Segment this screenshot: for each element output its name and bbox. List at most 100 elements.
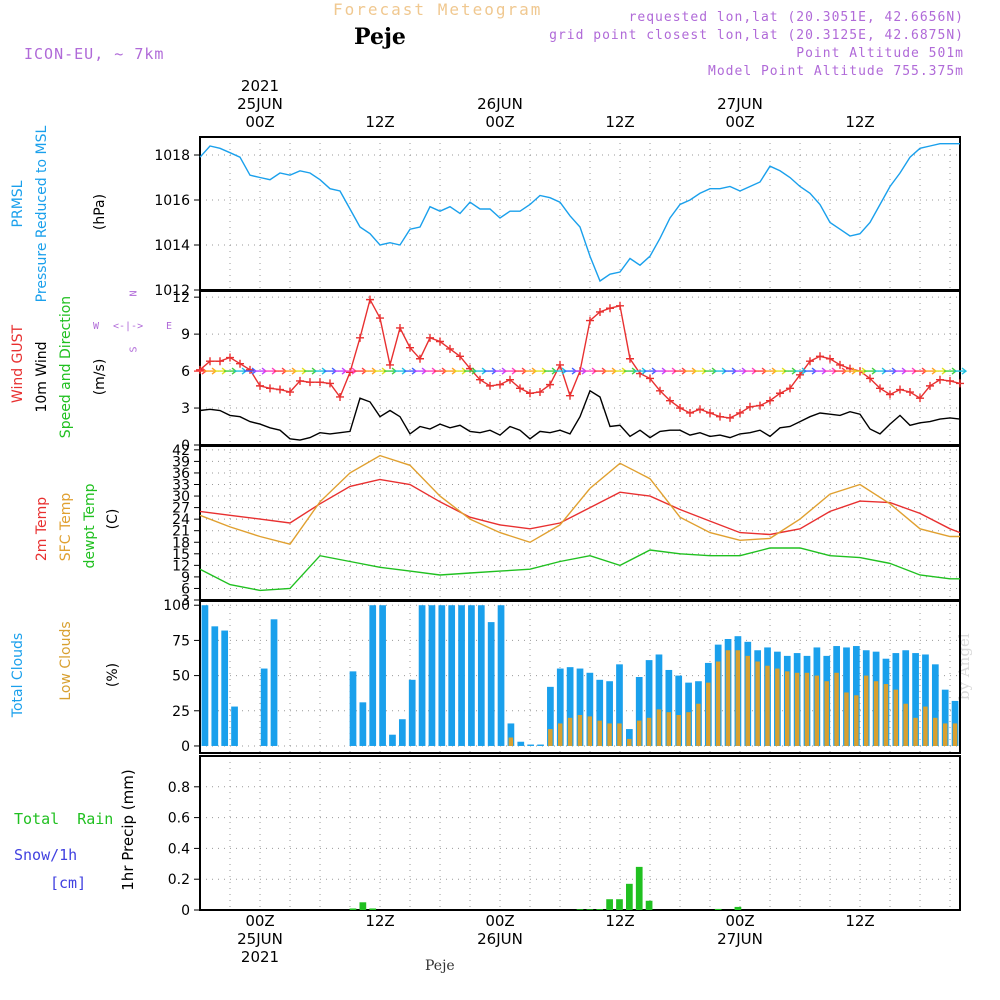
y-tick-label: 12 xyxy=(172,558,190,574)
panel-frame xyxy=(199,136,961,291)
bar-total-clouds xyxy=(379,605,386,746)
bar-low-clouds xyxy=(923,706,928,746)
bar-total-clouds xyxy=(586,672,594,746)
series-prmsl xyxy=(199,142,960,283)
bar-low-clouds xyxy=(636,720,642,746)
gust-marker xyxy=(386,360,394,369)
bar-total-clouds xyxy=(507,723,515,746)
gust-marker xyxy=(286,388,294,397)
gust-marker xyxy=(256,381,264,390)
gust-marker xyxy=(816,352,824,361)
bar-low-clouds xyxy=(775,668,780,746)
gust-marker xyxy=(396,323,404,332)
bar-total-clouds xyxy=(655,654,663,746)
bar-low-clouds xyxy=(577,715,583,746)
y-tick-label: 100 xyxy=(163,598,190,614)
bar-total-clouds xyxy=(576,668,584,746)
gust-marker xyxy=(916,394,924,403)
bar-low-clouds xyxy=(854,695,859,746)
bar-total-clouds xyxy=(260,668,268,746)
wind-direction-arrows xyxy=(194,367,968,375)
bar-low-clouds xyxy=(933,717,938,746)
gust-marker xyxy=(486,381,494,390)
gust-marker xyxy=(866,374,874,383)
compass-e: E xyxy=(166,321,173,332)
bar-low-clouds xyxy=(617,723,622,746)
y-tick-label: 42 xyxy=(172,443,190,459)
gust-marker xyxy=(906,388,914,397)
y-tick-label: 1016 xyxy=(154,193,190,209)
gust-marker xyxy=(736,408,744,417)
y-tick-label: 33 xyxy=(172,478,190,494)
time-label-bottom: 27JUN xyxy=(717,930,763,948)
gust-marker xyxy=(206,357,214,366)
gust-marker xyxy=(496,380,504,389)
gust-marker xyxy=(476,375,484,384)
precip-legend-snow-unit: [cm] xyxy=(50,874,87,892)
model-name: ICON-EU, ~ 7km xyxy=(24,45,165,63)
bar-low-clouds xyxy=(863,675,869,746)
gust-marker xyxy=(706,408,714,417)
gust-marker xyxy=(666,396,674,405)
gust-marker xyxy=(696,405,704,414)
gust-marker xyxy=(686,408,694,417)
bar-low-clouds xyxy=(696,703,701,746)
bar-low-clouds xyxy=(597,720,602,746)
bar-low-clouds xyxy=(814,675,820,746)
bar-low-clouds xyxy=(794,672,800,746)
gust-marker xyxy=(446,344,454,353)
time-label-bottom: 26JUN xyxy=(477,930,523,948)
bar-low-clouds xyxy=(844,692,849,746)
panel-precip: 0 0.2 0.4 0.6 0.8 xyxy=(168,755,961,919)
y-tick-label: 0.6 xyxy=(168,811,190,827)
gust-marker xyxy=(646,374,654,383)
y-tick-label: 9 xyxy=(181,570,190,586)
bar-total-clouds xyxy=(606,681,613,746)
time-label-bottom: 00Z xyxy=(245,912,274,930)
y-tick-label: 30 xyxy=(172,489,190,505)
gust-marker xyxy=(406,343,414,352)
bar-total-rain xyxy=(606,899,613,910)
panel-frame xyxy=(199,600,961,754)
panel-clouds: 0 25 50 75 100 xyxy=(163,598,961,755)
bar-total-clouds xyxy=(398,719,406,746)
y-tick-label: 24 xyxy=(172,512,190,528)
y-tick-label: 0.2 xyxy=(168,872,190,888)
bar-total-rain xyxy=(714,908,722,910)
bar-total-clouds xyxy=(487,622,495,746)
y-tick-label: 25 xyxy=(172,704,190,720)
bar-total-rain xyxy=(734,906,742,910)
bar-total-clouds xyxy=(527,744,535,746)
bar-total-clouds xyxy=(645,660,653,746)
bar-total-clouds xyxy=(408,679,416,746)
gust-marker xyxy=(236,359,244,368)
gust-marker xyxy=(886,390,894,399)
gust-marker xyxy=(216,357,224,366)
series-dewpt-temp xyxy=(199,547,960,592)
bar-low-clouds xyxy=(765,665,770,746)
bar-low-clouds xyxy=(893,689,899,746)
bar-total-rain xyxy=(576,909,584,910)
bar-total-rain xyxy=(596,909,604,910)
series-sfc-temp xyxy=(199,454,960,545)
bar-total-clouds xyxy=(547,686,554,746)
y-tick-label: 6 xyxy=(181,581,190,597)
series-wind-gust xyxy=(199,297,961,419)
time-label-bottom: 12Z xyxy=(365,912,394,930)
gust-marker xyxy=(456,352,464,361)
y-tick-label: 39 xyxy=(172,454,190,470)
y-tick-label: 1012 xyxy=(154,283,190,299)
y-tick-label: 1018 xyxy=(154,148,190,164)
bar-total-rain xyxy=(359,902,367,910)
bar-total-clouds xyxy=(359,702,367,746)
time-label-bottom: 12Z xyxy=(605,912,634,930)
bar-total-rain xyxy=(586,909,594,910)
gust-marker xyxy=(296,376,304,385)
gust-marker xyxy=(436,337,444,346)
wind-direction-legend: N W <-|-> E S xyxy=(88,288,188,368)
bar-total-clouds xyxy=(517,741,525,746)
gust-marker xyxy=(586,316,594,325)
gust-marker xyxy=(676,404,684,413)
